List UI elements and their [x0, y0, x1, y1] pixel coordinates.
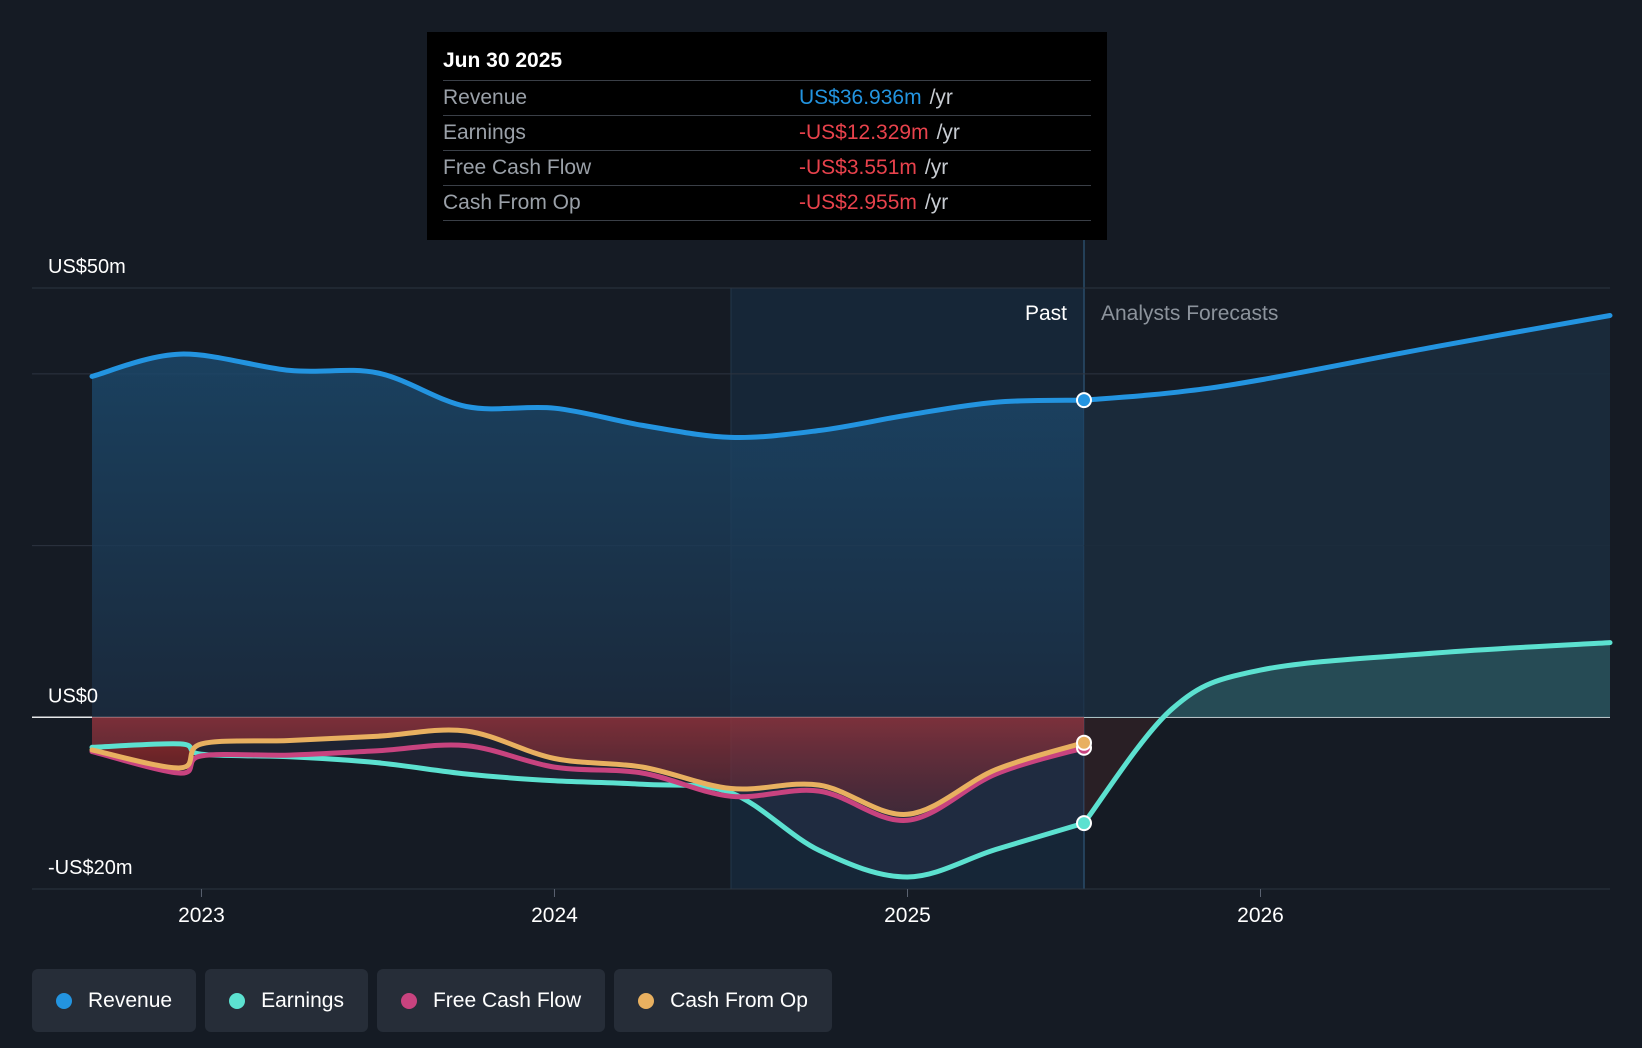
series-line-cash-from-op — [89, 727, 1087, 817]
marker-cash-from-op — [1076, 734, 1092, 751]
tooltip-value: -US$3.551m — [799, 156, 917, 179]
tooltip-label: Revenue — [443, 86, 528, 109]
legend-dot-icon — [56, 992, 72, 1009]
revenue-area — [92, 354, 1084, 718]
legend-item-free-cash-flow[interactable]: Free Cash Flow — [376, 969, 606, 1032]
marker-revenue — [1076, 392, 1092, 409]
chart-text-layer: US$50m US$0 -US$20m 2023 2024 2025 2026 Past Ana… — [48, 256, 1284, 927]
series-line-free-cash-flow — [89, 742, 1087, 823]
x-tick-label: 2023 — [178, 904, 225, 927]
series-line-revenue-forecast — [1081, 313, 1613, 403]
tooltip-unit: /yr — [929, 86, 953, 109]
legend-item-earnings[interactable]: Earnings — [205, 969, 368, 1032]
tooltip-row-cash-from-op: Cash From Op -US$2.955m /yr — [443, 185, 1091, 221]
tooltip-label: Cash From Op — [443, 191, 581, 214]
earnings-forecast-neg-area — [1084, 718, 1163, 824]
data-tooltip: Jun 30 2025 Revenue US$36.936m /yr Earni… — [427, 32, 1107, 240]
legend-label: Revenue — [88, 988, 173, 1012]
x-tick-label: 2025 — [884, 904, 931, 927]
legend-label: Earnings — [261, 988, 344, 1012]
tooltip-label: Free Cash Flow — [443, 156, 592, 179]
y-tick-label: US$0 — [48, 685, 98, 707]
tooltip-unit: /yr — [924, 191, 949, 214]
legend-dot-icon — [400, 992, 417, 1009]
series-line-revenue — [89, 351, 1087, 441]
legend-item-revenue[interactable]: Revenue — [32, 969, 197, 1032]
x-tick-label: 2026 — [1237, 904, 1284, 927]
tooltip-value: US$36.936m — [799, 86, 922, 109]
y-tick-label: US$50m — [48, 256, 126, 278]
legend-label: Free Cash Flow — [432, 988, 582, 1012]
legend-dot-icon — [638, 992, 655, 1009]
tooltip-unit: /yr — [936, 121, 960, 144]
marker-earnings — [1076, 815, 1092, 832]
tooltip-value: -US$2.955m — [799, 191, 917, 214]
revenue-forecast-area — [1084, 315, 1610, 718]
tooltip-row-revenue: Revenue US$36.936m /yr — [443, 80, 1091, 115]
chart-fill-layer — [92, 315, 1610, 878]
x-tick-label: 2024 — [531, 904, 578, 927]
y-tick-label: -US$20m — [48, 857, 132, 879]
tooltip-value: -US$12.329m — [799, 121, 929, 144]
tooltip-date: Jun 30 2025 — [443, 49, 563, 72]
series-line-earnings-forecast — [1081, 640, 1613, 826]
past-label: Past — [1025, 302, 1067, 325]
legend-label: Cash From Op — [670, 988, 808, 1012]
chart-legend: Revenue Earnings Free Cash Flow Cash Fro… — [32, 969, 841, 1032]
tooltip-label: Earnings — [443, 121, 526, 144]
cash-negative-area — [92, 717, 1084, 815]
tooltip-unit: /yr — [924, 156, 949, 179]
forecast-label: Analysts Forecasts — [1101, 302, 1278, 325]
chart-lines-layer — [89, 313, 1613, 880]
legend-dot-icon — [229, 992, 246, 1009]
tooltip-row-earnings: Earnings -US$12.329m /yr — [443, 115, 1091, 150]
tooltip-row-free-cash-flow: Free Cash Flow -US$3.551m /yr — [443, 150, 1091, 185]
legend-item-cash-from-op[interactable]: Cash From Op — [614, 969, 832, 1032]
earnings-forecast-area — [1084, 642, 1610, 718]
